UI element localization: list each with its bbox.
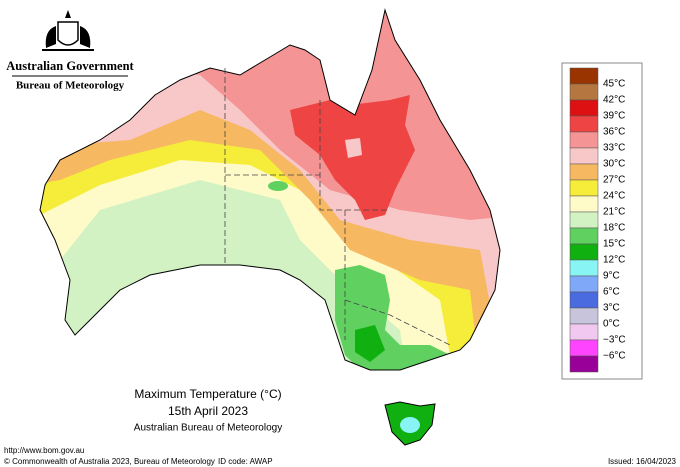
legend-swatch bbox=[569, 147, 599, 165]
legend-label: 6°C bbox=[603, 287, 620, 298]
legend-label: 3°C bbox=[603, 303, 620, 314]
map-date: 15th April 2023 bbox=[168, 404, 248, 418]
legend-swatch bbox=[569, 179, 599, 197]
legend-swatch bbox=[569, 211, 599, 229]
legend-label: 9°C bbox=[603, 271, 620, 282]
map-source: Australian Bureau of Meteorology bbox=[134, 423, 282, 434]
legend-label: 15°C bbox=[603, 239, 625, 250]
id-code: ID code: AWAP bbox=[218, 457, 273, 466]
legend-label: 33°C bbox=[603, 143, 625, 154]
legend-swatch bbox=[569, 339, 599, 357]
legend-swatch bbox=[569, 243, 599, 261]
legend-label: −3°C bbox=[603, 335, 626, 346]
url: http://www.bom.gov.au bbox=[4, 446, 84, 455]
legend-label: 12°C bbox=[603, 255, 625, 266]
legend-swatch bbox=[569, 115, 599, 133]
legend-swatch bbox=[569, 99, 599, 117]
legend-label: 42°C bbox=[603, 95, 625, 106]
legend-label: −6°C bbox=[603, 351, 626, 362]
legend-swatch bbox=[569, 163, 599, 181]
issued: Issued: 16/04/2023 bbox=[608, 457, 677, 466]
state-borders bbox=[224, 68, 451, 346]
coastline bbox=[39, 8, 501, 371]
tasmania bbox=[385, 402, 435, 445]
tasmania-coast bbox=[384, 401, 436, 446]
legend-label: 24°C bbox=[603, 191, 625, 202]
legend-swatch bbox=[569, 195, 599, 213]
legend: 45°C 42°C 39°C 36°C 33°C 30°C 27°C 24°C 21°C 18°C… bbox=[569, 67, 626, 373]
legend-swatch bbox=[569, 67, 599, 85]
legend-swatch bbox=[569, 227, 599, 245]
copyright: © Commonwealth of Australia 2023, Bureau… bbox=[4, 457, 215, 466]
legend-label: 39°C bbox=[603, 111, 625, 122]
legend-swatch bbox=[569, 291, 599, 309]
legend-swatch bbox=[569, 259, 599, 277]
agency: Australian Government bbox=[6, 59, 134, 73]
legend-swatch bbox=[569, 323, 599, 341]
crest bbox=[42, 10, 94, 51]
legend-swatch bbox=[569, 307, 599, 325]
legend-label: 21°C bbox=[603, 207, 625, 218]
legend-label: 0°C bbox=[603, 319, 620, 330]
legend-swatch bbox=[569, 131, 599, 149]
bureau: Bureau of Meteorology bbox=[16, 80, 125, 92]
legend-label: 36°C bbox=[603, 127, 625, 138]
legend-label: 45°C bbox=[603, 79, 625, 90]
map-title: Maximum Temperature (°C) bbox=[134, 387, 281, 401]
legend-label: 18°C bbox=[603, 223, 625, 234]
legend-swatch bbox=[569, 83, 599, 101]
legend-label: 30°C bbox=[603, 159, 625, 170]
legend-swatch bbox=[569, 275, 599, 293]
legend-label: 27°C bbox=[603, 175, 625, 186]
legend-swatch bbox=[569, 355, 599, 373]
